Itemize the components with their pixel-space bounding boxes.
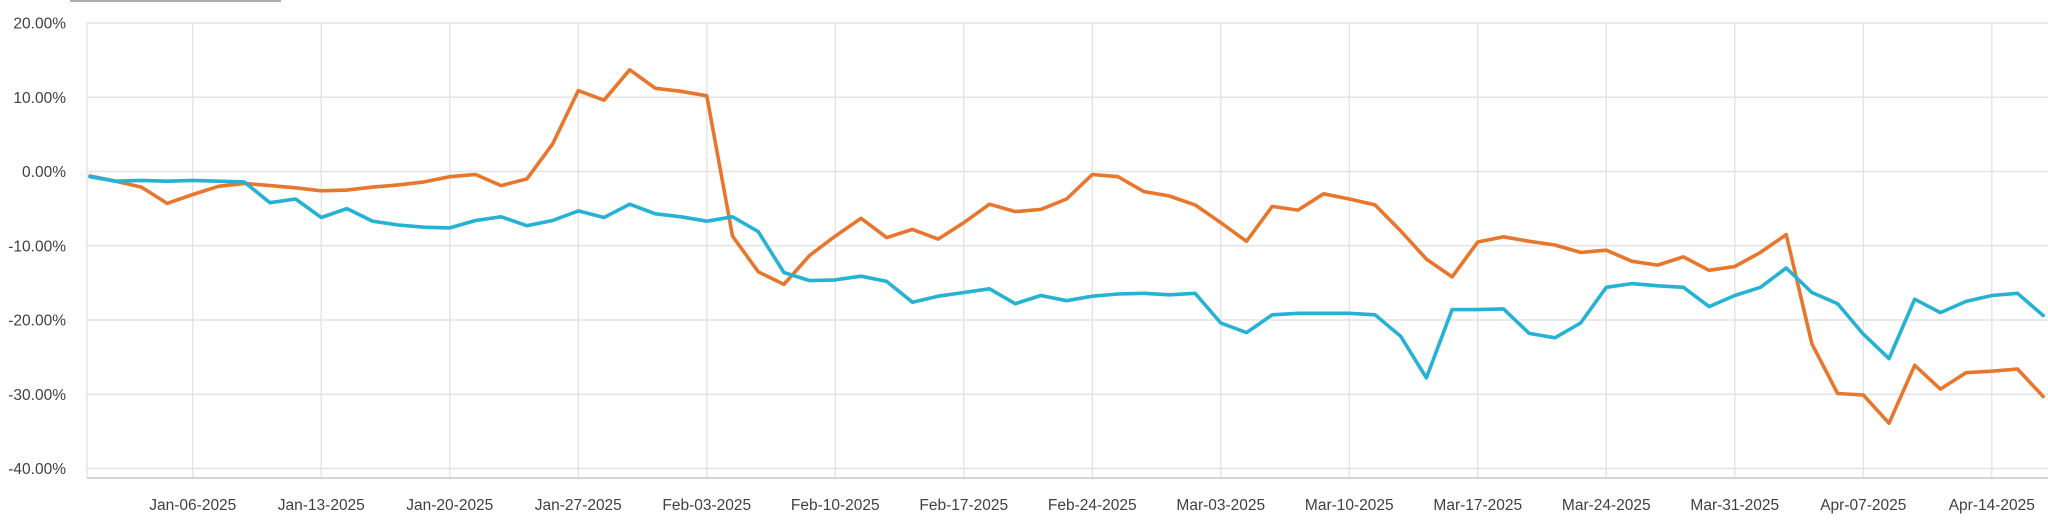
x-axis-tick-label: Apr-07-2025 bbox=[1820, 497, 1906, 514]
x-axis-tick-label: Feb-03-2025 bbox=[662, 497, 751, 514]
x-axis-tick-label: Feb-10-2025 bbox=[791, 497, 880, 514]
y-axis-tick-label: -40.00% bbox=[8, 461, 66, 478]
y-axis-tick-label: -20.00% bbox=[8, 313, 66, 330]
y-axis-tick-label: 20.00% bbox=[13, 16, 66, 33]
x-axis-tick-label: Jan-06-2025 bbox=[149, 497, 236, 514]
y-axis-tick-label: -10.00% bbox=[8, 238, 66, 255]
x-axis-tick-label: Feb-17-2025 bbox=[919, 497, 1008, 514]
y-axis-tick-label: -30.00% bbox=[8, 387, 66, 404]
y-axis-tick-label: 10.00% bbox=[13, 90, 66, 107]
x-axis-tick-label: Apr-14-2025 bbox=[1949, 497, 2035, 514]
series-cyan-line bbox=[88, 174, 2045, 380]
axis-labels: 20.00% 10.00% 0.00% -10.00% -20.00% -30.00% -4… bbox=[8, 16, 2035, 515]
cropped-toolbar-edge bbox=[70, 0, 281, 2]
x-axis-tick-label: Mar-10-2025 bbox=[1305, 497, 1394, 514]
x-axis-tick-label: Feb-24-2025 bbox=[1048, 497, 1137, 514]
x-axis-tick-label: Mar-31-2025 bbox=[1690, 497, 1779, 514]
axes bbox=[86, 23, 2048, 479]
y-axis-tick-label: 0.00% bbox=[22, 164, 66, 181]
series-lines bbox=[88, 68, 2045, 426]
x-axis-tick-label: Jan-27-2025 bbox=[535, 497, 622, 514]
x-axis-tick-label: Mar-24-2025 bbox=[1562, 497, 1651, 514]
gridlines bbox=[87, 22, 2048, 478]
x-axis-tick-label: Jan-13-2025 bbox=[278, 497, 365, 514]
x-axis-tick-label: Mar-17-2025 bbox=[1433, 497, 1522, 514]
series-orange-line bbox=[88, 68, 2045, 426]
x-axis-tick-label: Jan-20-2025 bbox=[406, 497, 493, 514]
x-axis-tick-label: Mar-03-2025 bbox=[1176, 497, 1265, 514]
